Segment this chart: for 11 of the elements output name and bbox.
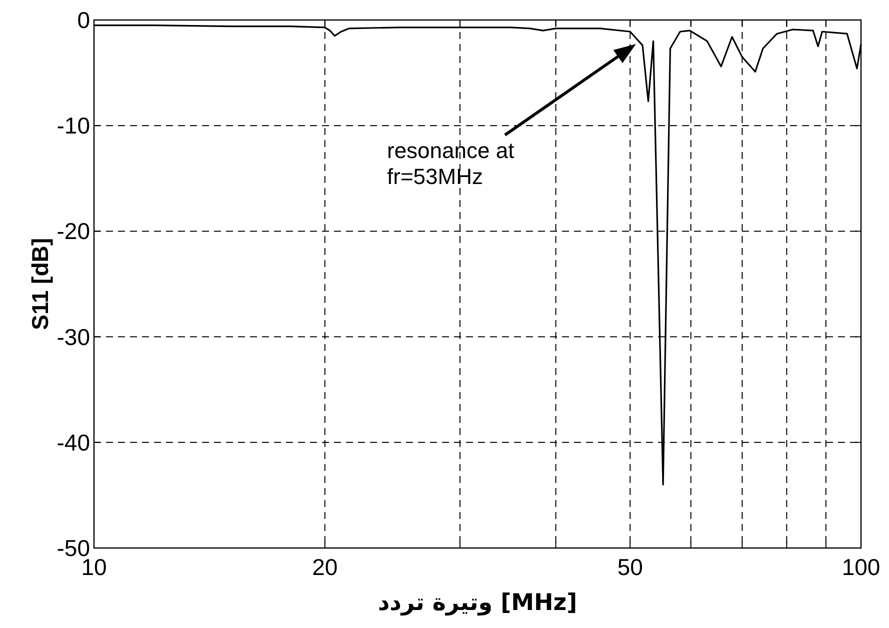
y-tick-label: -40	[56, 429, 90, 456]
x-tick-label: 20	[312, 554, 338, 580]
y-tick-label: 0	[77, 7, 90, 33]
y-tick-label: -30	[56, 324, 90, 350]
y-tick-label: -10	[56, 112, 90, 139]
annotation: resonance at fr=53MHz	[387, 138, 514, 189]
x-axis-title: وتيرة تردد [MHz]	[378, 590, 578, 616]
y-tick-label: -20	[56, 218, 90, 244]
x-tick-label: 50	[617, 554, 643, 580]
y-axis-title: S11 [dB]	[27, 238, 53, 330]
x-tick-label: 100	[842, 554, 880, 580]
